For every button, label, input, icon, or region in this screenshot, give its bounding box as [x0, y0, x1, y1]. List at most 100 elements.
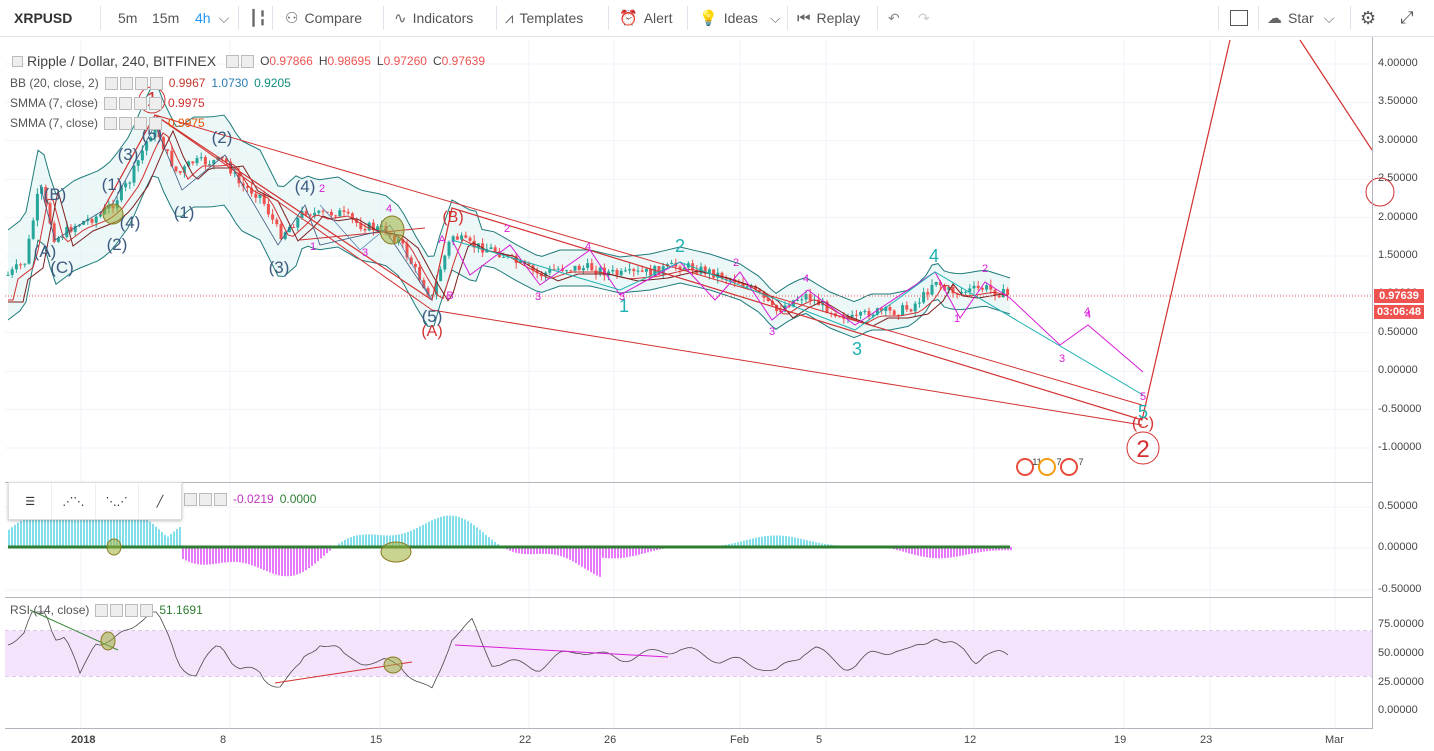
macd-value: -0.0219 — [233, 492, 274, 506]
candle-body — [989, 285, 993, 290]
macd-bar — [752, 538, 754, 547]
macd-bar — [383, 535, 385, 547]
chart-style-button[interactable]: ┃╏ — [249, 0, 273, 36]
interval-4h[interactable]: 4h ⌵ — [195, 0, 229, 36]
interval-15m[interactable]: 15m — [152, 0, 179, 36]
macd-bar — [203, 547, 205, 565]
candle-body — [250, 187, 254, 194]
wave-label-magenta: 5 — [1140, 391, 1146, 403]
eye-icon[interactable] — [226, 54, 240, 68]
elliott-impulse-icon[interactable]: ⋰⋱ — [52, 483, 96, 519]
macd-bar — [323, 547, 325, 556]
candle-body — [930, 284, 934, 295]
candle-body — [703, 266, 707, 274]
eye-icon[interactable] — [104, 96, 118, 110]
add-icon[interactable] — [134, 116, 148, 130]
settings-icon[interactable] — [110, 603, 124, 617]
compare-button[interactable]: ⚇ Compare — [285, 0, 362, 36]
macd-bar — [797, 538, 799, 547]
fullscreen-button[interactable]: ⤢ — [1400, 0, 1414, 36]
symbol-search[interactable]: XRPUSD — [14, 0, 72, 36]
settings-icon[interactable] — [119, 96, 133, 110]
macd-bar — [155, 526, 157, 547]
trend-line-icon[interactable]: ╱ — [156, 495, 164, 508]
macd-bar — [938, 547, 940, 559]
macd-bar — [356, 535, 358, 547]
collapse-icon[interactable] — [12, 55, 23, 67]
candle-body — [283, 232, 287, 240]
replay-button[interactable]: ⏮ Replay — [797, 0, 860, 36]
candle-body — [275, 219, 279, 225]
undo-button[interactable]: ↶ — [888, 0, 900, 36]
macd-bar — [1001, 547, 1003, 551]
settings-icon[interactable] — [184, 492, 197, 506]
interval-5m[interactable]: 5m — [118, 0, 137, 36]
add-icon[interactable] — [125, 603, 139, 617]
macd-bar — [77, 520, 79, 547]
macd-bar — [170, 533, 172, 547]
candle-body — [14, 264, 18, 270]
elliott-correction-icon[interactable]: ⋱⋰ — [96, 483, 139, 519]
time-axis-label: 8 — [220, 734, 227, 746]
macd-bar — [491, 539, 493, 547]
indicators-button[interactable]: ∿ Indicators — [394, 0, 473, 36]
candle-body — [342, 210, 346, 212]
ideas-button[interactable]: 💡 Ideas ⌵ — [699, 0, 781, 36]
bollinger-band — [7, 85, 1011, 339]
close-icon[interactable] — [149, 96, 163, 110]
macd-bar — [458, 516, 460, 547]
fullscreen-layout-button[interactable] — [1230, 0, 1248, 36]
candle-body — [884, 307, 888, 311]
macd-bar — [611, 547, 613, 559]
wave-label-magenta: 2 — [982, 263, 988, 275]
settings-icon[interactable] — [119, 116, 133, 130]
redo-button[interactable]: ↷ — [918, 0, 930, 36]
wave-label-blue: (5) — [142, 125, 163, 144]
bb-basis-value: 0.9967 — [168, 76, 206, 90]
close-icon[interactable] — [149, 116, 163, 130]
close-icon[interactable] — [214, 492, 227, 506]
interval-15m-label: 15m — [152, 10, 180, 26]
templates-button[interactable]: ⩘ Templates — [505, 0, 583, 36]
close-icon[interactable] — [149, 76, 163, 90]
macd-bar — [230, 547, 232, 562]
time-axis-label: Mar — [1325, 734, 1344, 746]
eye-icon[interactable] — [95, 603, 109, 617]
candle-body — [791, 300, 795, 307]
macd-bar — [800, 538, 802, 547]
eye-icon[interactable] — [104, 76, 118, 90]
candle-body — [363, 229, 367, 231]
pane-divider[interactable] — [5, 482, 1372, 483]
candle-body — [959, 291, 963, 294]
settings-button[interactable]: ⚙ — [1360, 0, 1376, 36]
macd-bar — [644, 547, 646, 554]
lightbulb-icon: 💡 — [699, 10, 718, 27]
macd-bar — [971, 547, 973, 554]
macd-bar — [782, 535, 784, 547]
settings-icon[interactable] — [241, 54, 255, 68]
close-icon[interactable] — [140, 603, 154, 617]
macd-bar — [962, 547, 964, 556]
candle-body — [94, 216, 98, 223]
add-icon[interactable] — [199, 492, 212, 506]
wave-label-blue: (A) — [34, 242, 57, 261]
alert-button[interactable]: ⏰ Alert — [619, 0, 672, 36]
candle-body — [917, 302, 921, 304]
chevron-down-icon: ⌵ — [218, 9, 230, 26]
series-title: Ripple / Dollar, 240, BITFINEX — [27, 53, 217, 69]
candle-body — [52, 223, 56, 242]
candle-body — [266, 203, 270, 215]
star-button[interactable]: ☁ Star ⌵ — [1267, 0, 1334, 36]
eye-icon[interactable] — [104, 116, 118, 130]
macd-bar — [917, 547, 919, 556]
time-axis-border — [5, 728, 1372, 729]
close-label: C — [432, 54, 442, 68]
wave-label-cyan: 5 — [1138, 402, 1148, 422]
menu-lines-icon[interactable]: ☰ — [9, 483, 53, 519]
candle-body — [972, 285, 976, 289]
add-icon[interactable] — [134, 76, 148, 90]
add-icon[interactable] — [134, 96, 148, 110]
settings-icon[interactable] — [119, 76, 133, 90]
pane-divider[interactable] — [5, 597, 1372, 598]
